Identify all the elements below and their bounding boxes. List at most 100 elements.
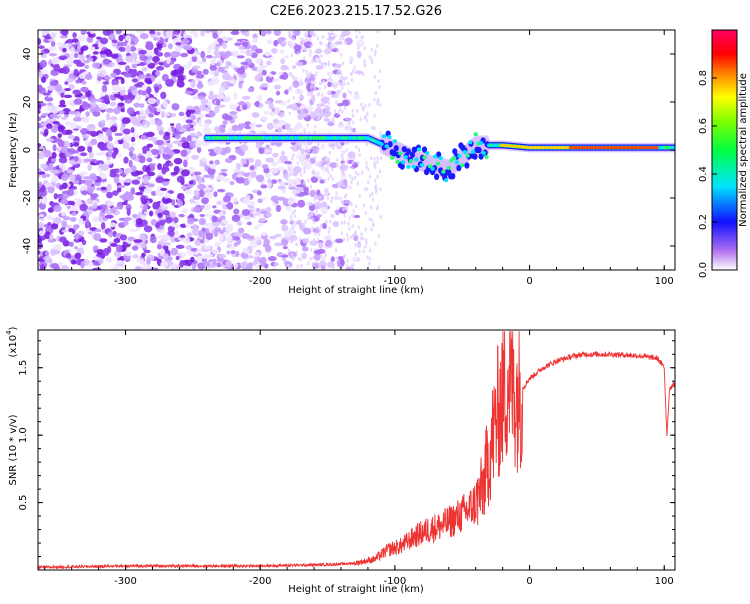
- noise-blob: [221, 113, 230, 120]
- noise-blob: [211, 248, 220, 255]
- noise-blob: [73, 245, 79, 250]
- noise-blob: [324, 158, 328, 163]
- noise-blob: [45, 105, 53, 111]
- noise-blob: [342, 92, 347, 99]
- signal-peak: [552, 146, 558, 150]
- noise-blob: [131, 64, 138, 69]
- noise-blob: [270, 195, 280, 202]
- noise-blob: [83, 59, 90, 64]
- noise-blob: [68, 110, 77, 115]
- signal-core: [460, 163, 465, 168]
- noise-blob: [154, 70, 161, 77]
- noise-blob: [325, 204, 329, 209]
- noise-blob: [70, 259, 77, 265]
- noise-blob: [342, 171, 345, 176]
- noise-blob: [256, 223, 264, 227]
- noise-blob: [186, 232, 193, 238]
- noise-blob: [293, 236, 297, 241]
- noise-blob: [277, 126, 283, 133]
- noise-blob: [198, 113, 204, 119]
- noise-blob: [298, 145, 301, 150]
- noise-blob: [347, 89, 350, 94]
- noise-blob: [298, 178, 302, 183]
- signal-core: [411, 164, 416, 169]
- noise-blob: [128, 159, 133, 168]
- noise-blob: [129, 229, 138, 233]
- noise-blob: [130, 143, 136, 147]
- noise-blob: [214, 105, 220, 114]
- noise-blob: [88, 46, 96, 51]
- snr-ticks: -300 -200 -100 0 100 0.5 1.0 1.5: [18, 330, 675, 587]
- noise-blob: [292, 96, 296, 101]
- noise-blob: [222, 72, 231, 81]
- noise-blob: [324, 104, 327, 109]
- noise-blob: [345, 159, 349, 164]
- noise-blob: [379, 169, 382, 174]
- noise-blob: [290, 53, 294, 58]
- noise-blob: [248, 175, 253, 182]
- noise-blob: [342, 207, 345, 212]
- noise-blob: [79, 203, 88, 212]
- noise-blob: [327, 100, 331, 105]
- noise-blob: [204, 30, 212, 34]
- noise-blob: [351, 68, 355, 73]
- signal-core: [384, 144, 390, 149]
- noise-blob: [258, 147, 265, 155]
- noise-blob: [101, 84, 108, 93]
- noise-blob: [106, 142, 114, 150]
- x-tick-label: 100: [655, 276, 674, 287]
- noise-blob: [92, 62, 101, 69]
- noise-blob: [300, 37, 303, 42]
- noise-blob: [348, 99, 352, 104]
- noise-blob: [140, 234, 146, 239]
- noise-blob: [198, 119, 203, 127]
- noise-blob: [86, 123, 96, 132]
- noise-blob: [293, 209, 297, 214]
- noise-blob: [357, 46, 360, 51]
- noise-blob: [174, 230, 179, 236]
- noise-blob: [205, 186, 213, 191]
- noise-blob: [362, 249, 365, 254]
- noise-blob: [153, 37, 158, 41]
- noise-blob: [48, 52, 58, 57]
- noise-blob: [348, 216, 351, 221]
- signal-peak: [597, 146, 603, 150]
- noise-blob: [189, 140, 197, 149]
- noise-blob: [198, 189, 205, 198]
- noise-blob: [233, 208, 240, 215]
- noise-blob: [347, 221, 350, 226]
- noise-blob: [162, 234, 171, 241]
- noise-blob: [143, 225, 153, 233]
- noise-blob: [238, 123, 247, 128]
- noise-blob: [320, 265, 326, 270]
- noise-blob: [268, 235, 278, 240]
- noise-blob: [123, 156, 129, 164]
- noise-blob: [327, 78, 330, 83]
- noise-blob: [265, 206, 272, 213]
- noise-blob: [329, 75, 332, 80]
- noise-blob: [272, 78, 281, 82]
- noise-blob: [49, 114, 58, 119]
- noise-blob: [205, 55, 213, 59]
- noise-blob: [373, 113, 376, 118]
- noise-blob: [66, 169, 75, 174]
- noise-blob: [40, 259, 45, 263]
- noise-blob: [365, 165, 368, 170]
- noise-blob: [295, 264, 301, 270]
- noise-blob: [293, 230, 297, 235]
- noise-blob: [327, 170, 330, 175]
- noise-blob: [289, 85, 292, 90]
- noise-blob: [92, 202, 98, 209]
- noise-blob: [79, 171, 89, 176]
- colorbar-tick-label: 0.4: [698, 166, 709, 182]
- noise-blob: [370, 60, 374, 65]
- noise-blob: [44, 35, 52, 40]
- noise-blob: [57, 133, 63, 139]
- noise-blob: [103, 76, 112, 80]
- noise-blob: [312, 255, 315, 260]
- noise-blob: [346, 237, 350, 242]
- noise-blob: [105, 129, 112, 137]
- noise-blob: [280, 39, 287, 48]
- noise-blob: [302, 227, 312, 235]
- noise-blob: [363, 46, 366, 51]
